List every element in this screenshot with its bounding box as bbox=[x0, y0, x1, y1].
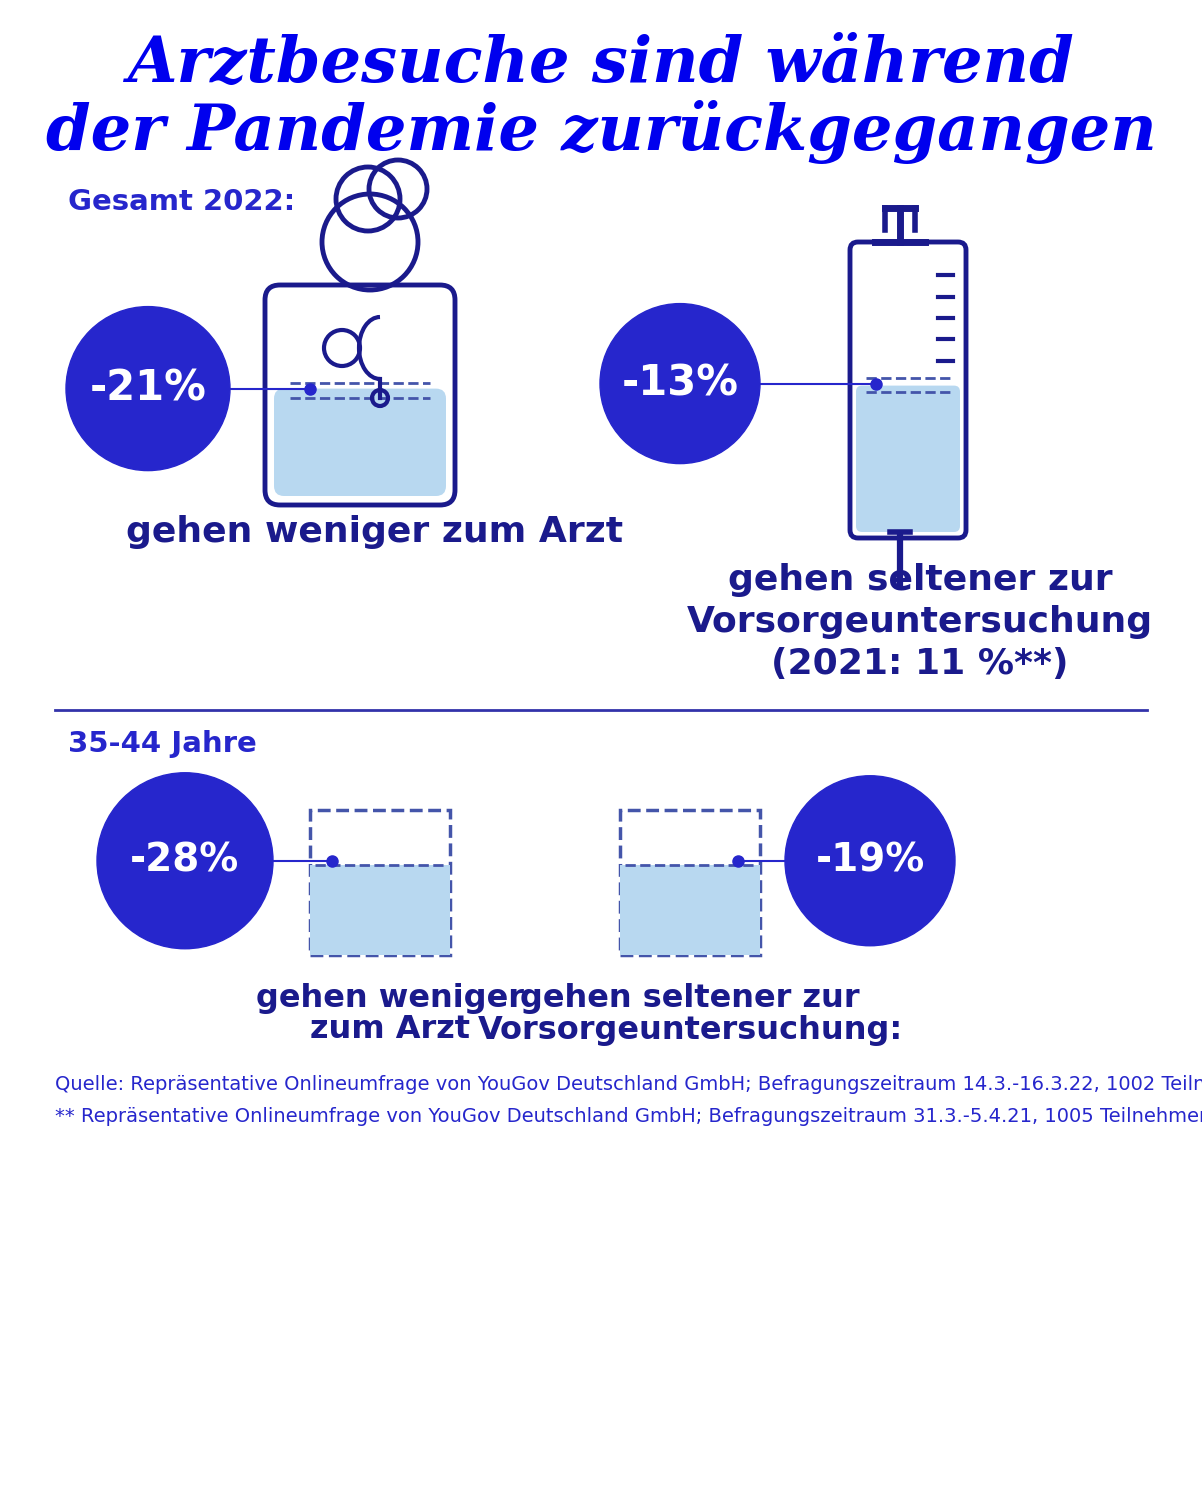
Text: gehen weniger: gehen weniger bbox=[256, 982, 524, 1014]
Text: Vorsorgeuntersuchung:: Vorsorgeuntersuchung: bbox=[477, 1014, 903, 1046]
Text: gehen weniger zum Arzt: gehen weniger zum Arzt bbox=[126, 514, 624, 549]
Bar bbox=[310, 810, 450, 956]
Bar bbox=[310, 865, 450, 956]
Circle shape bbox=[600, 303, 760, 464]
Bar bbox=[620, 865, 760, 956]
Text: Vorsorgeuntersuchung: Vorsorgeuntersuchung bbox=[686, 604, 1153, 639]
Text: Gesamt 2022:: Gesamt 2022: bbox=[69, 188, 296, 216]
Circle shape bbox=[97, 772, 273, 950]
Text: gehen seltener zur: gehen seltener zur bbox=[727, 562, 1112, 597]
Text: -13%: -13% bbox=[621, 363, 738, 405]
Text: (2021: 11 %**): (2021: 11 %**) bbox=[772, 646, 1069, 681]
FancyBboxPatch shape bbox=[850, 242, 966, 538]
Text: der Pandemie zurückgegangen: der Pandemie zurückgegangen bbox=[46, 100, 1156, 164]
Text: 35-44 Jahre: 35-44 Jahre bbox=[69, 730, 257, 758]
Text: -28%: -28% bbox=[130, 842, 239, 879]
Circle shape bbox=[66, 306, 230, 471]
Text: Quelle: Repräsentative Onlineumfrage von YouGov Deutschland GmbH; Befragungszeit: Quelle: Repräsentative Onlineumfrage von… bbox=[55, 1076, 1202, 1095]
Text: zum Arzt: zum Arzt bbox=[310, 1014, 470, 1046]
Text: -19%: -19% bbox=[815, 842, 924, 879]
FancyBboxPatch shape bbox=[274, 388, 446, 496]
FancyBboxPatch shape bbox=[856, 386, 960, 532]
FancyBboxPatch shape bbox=[264, 285, 456, 506]
Text: -21%: -21% bbox=[90, 368, 207, 410]
Text: Arztbesuche sind während: Arztbesuche sind während bbox=[127, 34, 1075, 96]
Text: ** Repräsentative Onlineumfrage von YouGov Deutschland GmbH; Befragungszeitraum : ** Repräsentative Onlineumfrage von YouG… bbox=[55, 1107, 1202, 1126]
Text: gehen seltener zur: gehen seltener zur bbox=[520, 982, 859, 1014]
Bar bbox=[620, 810, 760, 956]
Circle shape bbox=[785, 776, 956, 946]
